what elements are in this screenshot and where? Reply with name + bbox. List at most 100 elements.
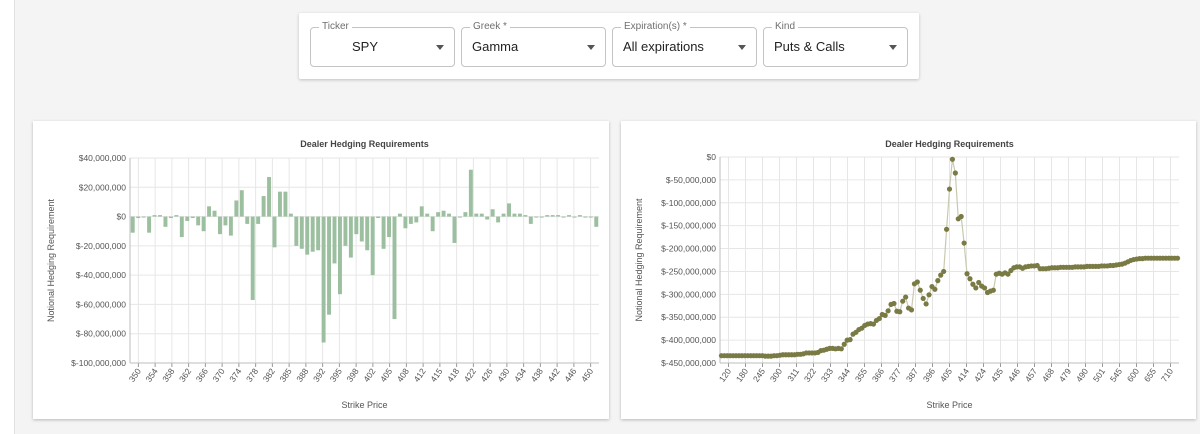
bar [534,216,539,218]
x-tick-label: 344 [836,366,852,384]
x-tick-label: 358 [160,366,176,384]
x-tick-label: 322 [802,366,818,384]
bar [332,216,337,264]
x-tick-label: 362 [177,366,193,384]
bar-chart: Dealer Hedging Requirements Strike Price N… [46,139,599,410]
x-tick-label: 377 [887,366,903,384]
data-point [943,226,950,232]
x-tick-label: 374 [227,366,243,384]
x-tick-label: 405 [938,366,954,384]
data-point [952,170,958,176]
x-tick-label: 414 [955,366,971,384]
ticker-select[interactable]: Ticker SPY [310,20,455,67]
y-tick-label: $0 [707,152,717,162]
data-point [946,186,953,192]
bar [501,213,506,217]
bar [163,216,168,227]
data-point [970,281,976,287]
x-tick-label: 396 [921,366,937,384]
bar [250,216,255,301]
bar [496,216,501,223]
x-tick-label: 402 [361,366,377,384]
y-tick-label: $-20,000,000 [76,241,126,251]
bar [174,215,179,217]
bar [152,215,157,217]
chevron-down-icon [587,45,595,50]
bar [523,215,528,217]
y-tick-label: $20,000,000 [79,182,127,192]
chevron-down-icon [889,45,897,50]
x-tick-label: 392 [311,366,327,384]
bar [207,206,212,217]
greek-value: Gamma [472,39,519,54]
bar [490,209,495,217]
x-tick-label: 388 [294,366,310,384]
bar [583,216,588,218]
bar [392,216,397,320]
x-tick-label: 479 [1057,366,1073,384]
data-point [961,240,967,246]
filter-toolbar: Ticker SPY Greek * Gamma Expiration(s) *… [299,13,919,79]
data-point [876,315,882,322]
bar [354,216,359,235]
data-point [941,268,947,275]
bar [479,213,484,217]
bar [321,216,326,343]
bar [512,213,517,217]
greek-select[interactable]: Greek * Gamma [461,20,606,67]
x-tick-label: 446 [1006,366,1022,384]
bar [447,213,451,217]
data-point [967,276,973,282]
y-tick-label: $-450,000,000 [661,358,716,368]
x-axis-title: Strike Price [341,400,387,410]
bar [299,216,304,249]
bar [507,203,511,217]
x-tick-label: 442 [545,366,561,384]
bar [212,210,217,217]
y-tick-label: $-80,000,000 [76,329,126,339]
bar [577,215,582,217]
data-point [847,337,853,343]
bar [539,216,544,218]
y-tick-label: $-200,000,000 [661,244,716,254]
bar [408,216,413,224]
bar [517,213,522,217]
y-axis-title: Notional Hedging Requirement [46,198,56,322]
x-tick-label: 424 [972,366,988,384]
bar [310,216,315,252]
bar [588,216,593,218]
bar [267,177,272,217]
x-tick-label: 378 [244,366,260,384]
expirations-select[interactable]: Expiration(s) * All expirations [612,20,757,67]
greek-label: Greek * [470,20,510,34]
bar [316,216,321,251]
x-tick-label: 398 [344,366,360,384]
chart-title: Dealer Hedging Requirements [885,139,1014,149]
bar [179,216,184,238]
expirations-value: All expirations [623,39,704,54]
chevron-down-icon [738,45,746,50]
bar [337,216,342,295]
bar [414,216,419,223]
bar [327,216,332,315]
y-tick-label: $-300,000,000 [661,289,716,299]
x-tick-label: 311 [785,366,801,383]
kind-label: Kind [772,20,799,34]
x-tick-label: 412 [411,366,427,384]
data-point [923,301,929,307]
bar [387,216,392,238]
bar [468,169,473,217]
y-tick-label: $-350,000,000 [661,312,716,322]
bar [430,216,435,232]
scatter-chart: Dealer Hedging Requirements Strike Price N… [634,139,1181,410]
kind-select[interactable]: Kind Puts & Calls [763,20,908,67]
left-rail [0,0,15,434]
x-tick-label: 710 [1159,366,1175,384]
data-point [841,341,847,347]
bar [343,216,348,246]
bar [201,216,206,232]
data-point [920,295,926,302]
x-tick-label: 120 [717,366,733,384]
bar [545,215,550,217]
bar [474,213,479,217]
